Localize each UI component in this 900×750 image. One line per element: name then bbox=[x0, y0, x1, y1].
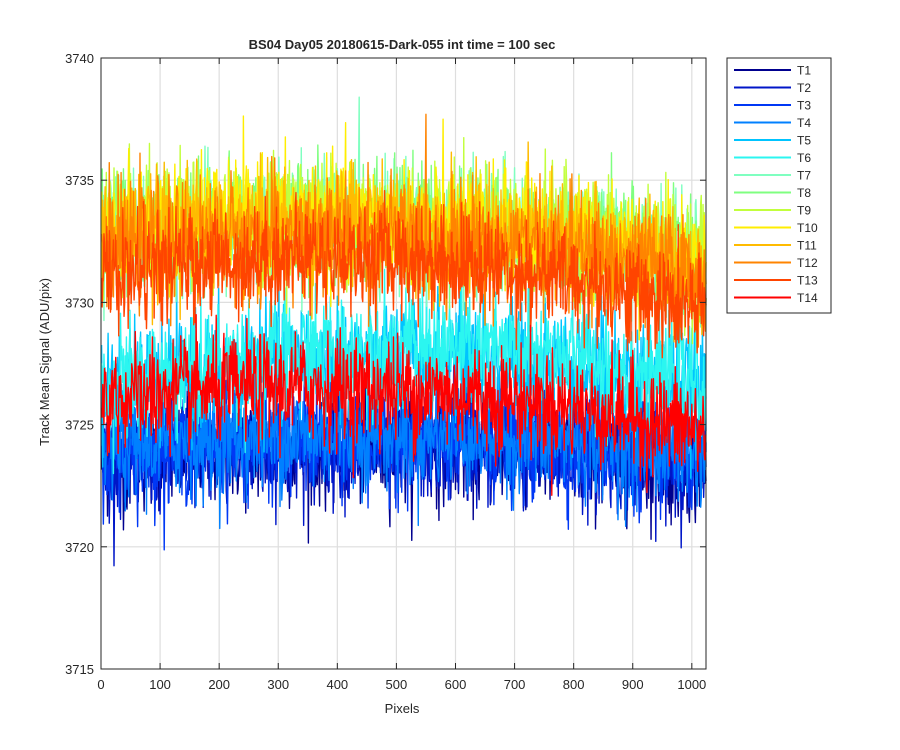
axes-box bbox=[100, 57, 707, 670]
x-tick-label: 100 bbox=[149, 677, 171, 692]
series-line-t14 bbox=[100, 314, 707, 496]
x-tick-label: 300 bbox=[267, 677, 289, 692]
x-tick-label: 1000 bbox=[677, 677, 706, 692]
legend-item-t12: T12 bbox=[734, 256, 818, 270]
legend-box bbox=[726, 57, 832, 314]
x-tick-label: 800 bbox=[563, 677, 585, 692]
legend-label: T2 bbox=[797, 81, 811, 95]
x-tick-label: 200 bbox=[208, 677, 230, 692]
legend-item-t7: T7 bbox=[734, 169, 811, 183]
legend-item-t10: T10 bbox=[734, 221, 818, 235]
x-tick-label: 900 bbox=[622, 677, 644, 692]
chart-title: BS04 Day05 20180615-Dark-055 int time = … bbox=[249, 37, 556, 52]
y-tick-label: 3735 bbox=[65, 173, 94, 188]
legend-item-t6: T6 bbox=[734, 151, 811, 165]
axis-ticks: 0 100 200 300 400 500 600 700 800 900 1000 3715 3720… bbox=[65, 51, 706, 692]
legend-item-t9: T9 bbox=[734, 204, 811, 218]
legend-label: T6 bbox=[797, 151, 811, 165]
series-lines bbox=[100, 96, 707, 567]
y-tick-label: 3730 bbox=[65, 295, 94, 310]
plot-area: 0 100 200 300 400 500 600 700 800 900 1000 3715 3720… bbox=[65, 51, 707, 692]
legend-label: T13 bbox=[797, 274, 818, 288]
legend-item-t3: T3 bbox=[734, 99, 811, 113]
legend-label: T8 bbox=[797, 186, 811, 200]
x-tick-label: 0 bbox=[97, 677, 104, 692]
x-tick-label: 700 bbox=[504, 677, 526, 692]
legend-item-t4: T4 bbox=[734, 116, 811, 130]
x-tick-label: 500 bbox=[386, 677, 408, 692]
legend: T1 T2 T3 T4 T5 T6 T7 T8 T9 T10 T11 T12 T13 T14 bbox=[726, 57, 832, 314]
y-tick-label: 3720 bbox=[65, 540, 94, 555]
legend-label: T9 bbox=[797, 204, 811, 218]
legend-label: T3 bbox=[797, 99, 811, 113]
legend-item-t11: T11 bbox=[734, 239, 817, 253]
legend-label: T14 bbox=[797, 291, 818, 305]
legend-item-t13: T13 bbox=[734, 274, 818, 288]
series-line-t13 bbox=[100, 190, 707, 359]
legend-item-t1: T1 bbox=[734, 64, 811, 78]
legend-label: T5 bbox=[797, 134, 811, 148]
legend-label: T1 bbox=[797, 64, 811, 78]
legend-item-t8: T8 bbox=[734, 186, 811, 200]
legend-label: T11 bbox=[797, 239, 817, 253]
legend-item-t5: T5 bbox=[734, 134, 811, 148]
y-tick-label: 3725 bbox=[65, 418, 94, 433]
x-tick-label: 600 bbox=[445, 677, 467, 692]
y-tick-label: 3715 bbox=[65, 662, 94, 677]
legend-label: T12 bbox=[797, 256, 818, 270]
x-tick-label: 400 bbox=[326, 677, 348, 692]
legend-label: T10 bbox=[797, 221, 818, 235]
x-axis-label: Pixels bbox=[385, 701, 420, 716]
y-tick-label: 3740 bbox=[65, 51, 94, 66]
legend-item-t2: T2 bbox=[734, 81, 811, 95]
legend-items: T1 T2 T3 T4 T5 T6 T7 T8 T9 T10 T11 T12 T13 T14 bbox=[734, 64, 818, 305]
legend-item-t14: T14 bbox=[734, 291, 818, 305]
legend-label: T7 bbox=[797, 169, 811, 183]
y-axis-label: Track Mean Signal (ADU/pix) bbox=[37, 278, 52, 446]
legend-label: T4 bbox=[797, 116, 811, 130]
